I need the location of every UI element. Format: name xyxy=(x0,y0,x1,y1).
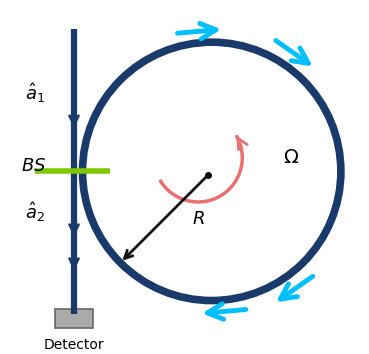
Text: $\hat{a}_1$: $\hat{a}_1$ xyxy=(25,81,45,105)
Text: $R$: $R$ xyxy=(192,210,204,228)
Text: $\hat{a}_2$: $\hat{a}_2$ xyxy=(25,200,45,224)
Text: $BS$: $BS$ xyxy=(21,157,46,175)
FancyBboxPatch shape xyxy=(55,309,93,328)
Text: $\Omega$: $\Omega$ xyxy=(283,148,299,167)
Text: Detector: Detector xyxy=(44,338,104,352)
